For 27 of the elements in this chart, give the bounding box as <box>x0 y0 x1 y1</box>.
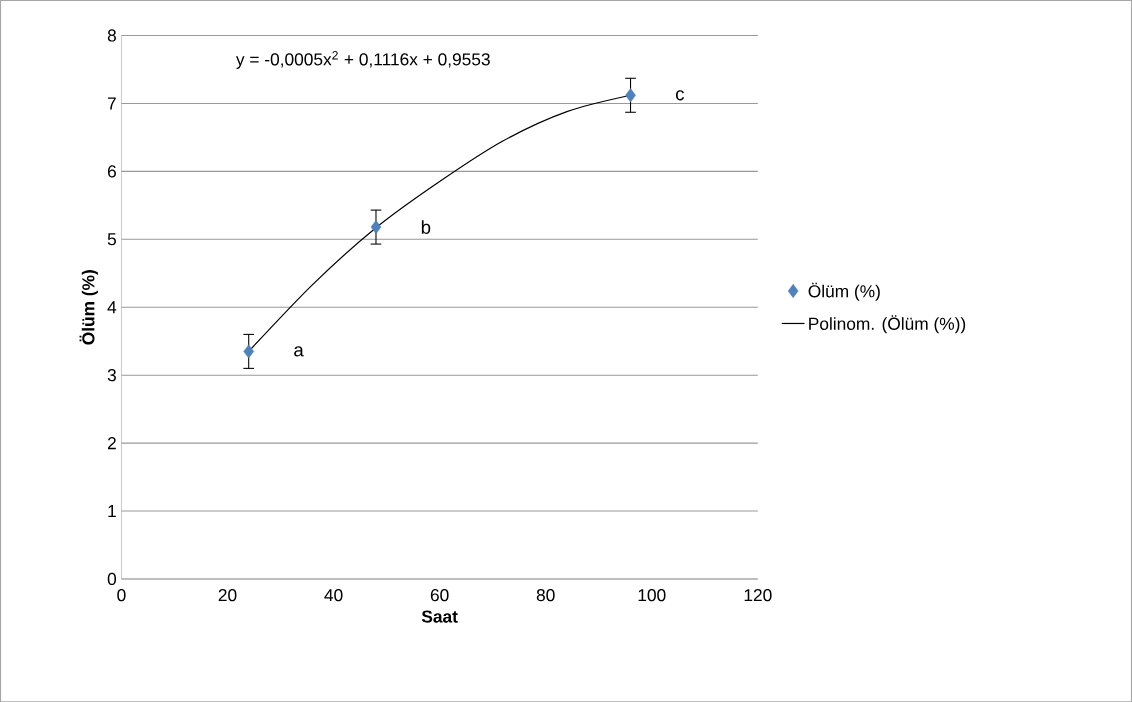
annotation: c <box>676 89 685 101</box>
y-tick-label: 7 <box>107 97 116 110</box>
x-tick-label: 100 <box>638 588 666 602</box>
y-tick-label: 4 <box>107 301 117 313</box>
x-axis-title: Saat <box>421 610 458 623</box>
point <box>625 88 636 103</box>
y-tick-label: 0 <box>107 572 117 585</box>
y-tick-label: 1 <box>108 504 116 517</box>
y-tick-label: 3 <box>107 368 116 382</box>
y-tick-label: 8 <box>107 29 116 42</box>
x-tick-label: 40 <box>324 588 343 602</box>
y-axis-title: Ölüm (%) <box>79 269 98 345</box>
y-tick-label: 2 <box>107 436 116 449</box>
point <box>370 219 382 234</box>
legend-label: Ölüm (%) <box>808 282 880 301</box>
y-tick-label: 5 <box>107 233 116 246</box>
x-tick-label: 60 <box>430 588 449 602</box>
annotation: a <box>294 346 304 357</box>
point <box>243 344 254 359</box>
y-tick-label: 6 <box>107 165 116 178</box>
x-tick-label: 120 <box>744 588 772 602</box>
x-tick-label: 0 <box>117 588 126 602</box>
annotation: b <box>421 220 431 234</box>
annotation: y = -0,0005x$^{2}$ + 0,1116x + 0,9553 <box>235 50 490 69</box>
legend-label: Polinom. (Ölüm (%)) <box>809 315 966 334</box>
x-tick-label: 80 <box>536 588 555 602</box>
x-tick-label: 20 <box>218 588 237 602</box>
